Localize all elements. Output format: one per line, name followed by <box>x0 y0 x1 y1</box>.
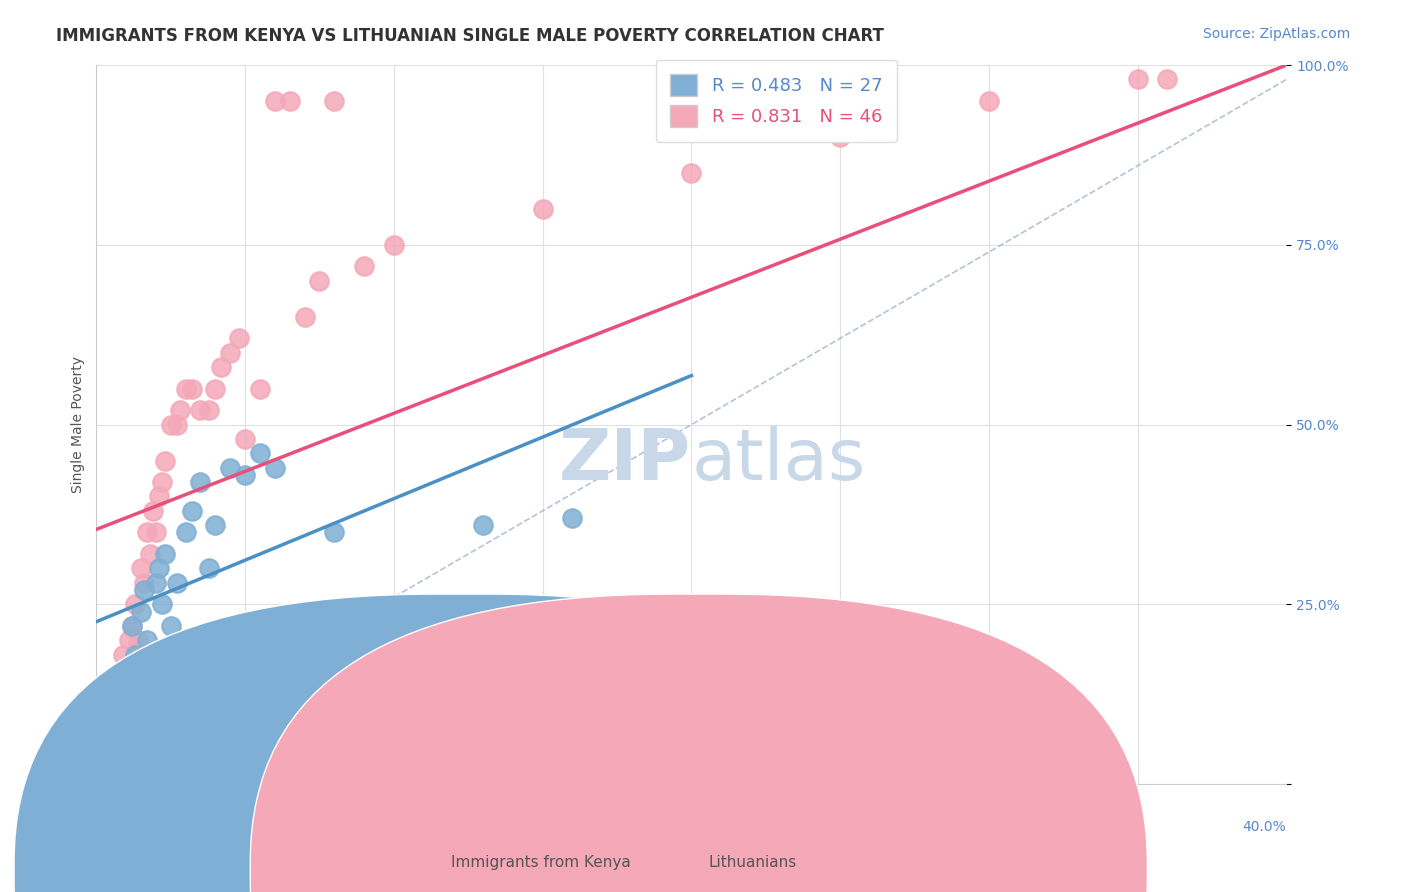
Point <box>94 741 117 756</box>
Point <box>233 432 256 446</box>
Point <box>127 633 149 648</box>
Point <box>531 202 554 216</box>
Point <box>115 720 138 734</box>
Point <box>180 504 202 518</box>
Point <box>190 403 212 417</box>
Point <box>204 518 226 533</box>
Point <box>209 360 232 375</box>
Point <box>108 669 131 683</box>
Text: ZIP: ZIP <box>560 426 692 495</box>
Point <box>153 547 176 561</box>
Point <box>121 619 143 633</box>
Point <box>148 561 170 575</box>
Point <box>204 382 226 396</box>
Point <box>308 274 330 288</box>
Point <box>198 403 221 417</box>
Point <box>150 475 173 489</box>
Point <box>166 575 188 590</box>
Point <box>159 619 181 633</box>
Point <box>145 525 167 540</box>
Point <box>136 525 159 540</box>
Point <box>124 597 146 611</box>
Point <box>132 575 155 590</box>
Point <box>249 446 271 460</box>
Point <box>323 525 346 540</box>
Point <box>353 260 375 274</box>
Point <box>382 237 405 252</box>
Point <box>219 345 242 359</box>
Text: Source: ZipAtlas.com: Source: ZipAtlas.com <box>1202 27 1350 41</box>
Point <box>115 690 138 705</box>
Text: 0.0%: 0.0% <box>97 820 131 834</box>
Point <box>174 525 197 540</box>
Point <box>148 490 170 504</box>
Point <box>153 453 176 467</box>
Point <box>159 417 181 432</box>
Point <box>145 575 167 590</box>
Point <box>142 504 165 518</box>
Text: IMMIGRANTS FROM KENYA VS LITHUANIAN SINGLE MALE POVERTY CORRELATION CHART: IMMIGRANTS FROM KENYA VS LITHUANIAN SING… <box>56 27 884 45</box>
Point <box>103 705 125 719</box>
Point <box>561 511 583 525</box>
Point <box>830 130 852 145</box>
Text: Lithuanians: Lithuanians <box>709 855 796 870</box>
Point <box>1126 72 1149 87</box>
Point <box>105 690 128 705</box>
Point <box>190 475 212 489</box>
Point <box>100 720 122 734</box>
Point <box>249 382 271 396</box>
Point <box>121 619 143 633</box>
Point <box>681 166 703 180</box>
Point <box>180 382 202 396</box>
Point <box>228 331 250 345</box>
Point <box>108 690 131 705</box>
Text: 40.0%: 40.0% <box>1243 820 1286 834</box>
Point <box>294 310 316 324</box>
Point <box>100 741 122 756</box>
Point <box>174 382 197 396</box>
Point <box>472 518 495 533</box>
Point <box>124 648 146 662</box>
Point <box>129 605 152 619</box>
Point <box>136 633 159 648</box>
Point <box>150 597 173 611</box>
Point <box>278 94 301 108</box>
Point <box>169 403 191 417</box>
Point <box>132 582 155 597</box>
Y-axis label: Single Male Poverty: Single Male Poverty <box>72 356 86 493</box>
Point <box>112 648 135 662</box>
Text: atlas: atlas <box>692 426 866 495</box>
Point <box>198 561 221 575</box>
Text: Immigrants from Kenya: Immigrants from Kenya <box>451 855 631 870</box>
Point <box>1156 72 1178 87</box>
Point <box>977 94 1000 108</box>
Point <box>263 460 285 475</box>
Point <box>118 633 141 648</box>
Point <box>139 669 162 683</box>
Point <box>166 417 188 432</box>
Point <box>263 94 285 108</box>
Legend: R = 0.483   N = 27, R = 0.831   N = 46: R = 0.483 N = 27, R = 0.831 N = 46 <box>655 60 897 142</box>
Point <box>139 547 162 561</box>
Point <box>219 460 242 475</box>
Point <box>323 94 346 108</box>
Point <box>129 561 152 575</box>
Point <box>233 467 256 482</box>
